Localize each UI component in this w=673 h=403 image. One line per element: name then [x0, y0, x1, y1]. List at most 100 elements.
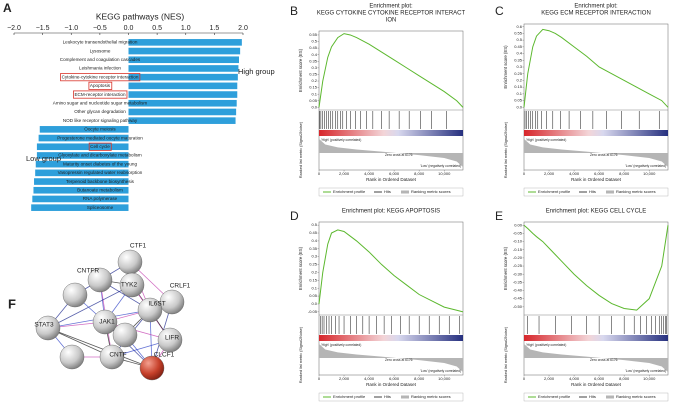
- category-label: Cytokine-cytokine receptor interaction: [62, 74, 139, 79]
- node-label: CNTFR: [77, 268, 99, 275]
- network-edge: [47, 284, 133, 329]
- network-node: [92, 309, 118, 335]
- network-node: [117, 249, 143, 275]
- rank-band: [524, 130, 668, 136]
- y-tick-label: 0.55: [514, 30, 523, 35]
- rank-band: [524, 335, 668, 341]
- metric-area: [524, 138, 668, 168]
- x-tick-label: 2,000: [339, 376, 350, 381]
- y2-axis-label: Ranked list metric (Signal2Noise): [504, 326, 508, 383]
- metric-area: [319, 343, 463, 373]
- x-tick-label: 1.0: [181, 25, 191, 32]
- y-tick-label: 0.3: [311, 65, 317, 70]
- chart-title: ION: [386, 18, 397, 24]
- enrichment-curve: [318, 229, 464, 313]
- y-tick-label: -0.20: [513, 255, 523, 260]
- legend-box: [318, 187, 464, 197]
- chart-title: Enrichment plot:: [369, 4, 413, 10]
- y-axis-label: Enrichment score (ES): [503, 246, 508, 290]
- legend-label: Hits: [384, 394, 391, 399]
- x-tick-label: 4,000: [569, 171, 580, 176]
- y-tick-label: 0.15: [309, 85, 318, 90]
- y-tick-label: 0.1: [311, 285, 317, 290]
- y-tick-label: 0.2: [311, 270, 317, 275]
- category-label: Leukocyte transendothelial migration: [63, 40, 138, 45]
- annotation: Zero cross at 6176: [590, 153, 618, 157]
- bar: [128, 47, 241, 55]
- legend-swatch: [606, 395, 614, 399]
- annotation: 'High' (positively correlated): [526, 138, 566, 142]
- y2-axis-label: Ranked list metric (Signal2Noise): [299, 121, 303, 178]
- y-axis-label: Enrichment score (ES): [298, 246, 303, 290]
- bar: [128, 99, 237, 107]
- legend-label: Ranking metric scores: [411, 189, 451, 194]
- enrichment-curve: [523, 28, 669, 108]
- x-axis-label: Rank in Ordered Dataset: [366, 177, 417, 182]
- y-tick-label: 0.3: [311, 254, 317, 259]
- panel-letter: F: [8, 296, 16, 311]
- x-tick-label: −1.0: [64, 25, 78, 32]
- y-tick-label: -0.15: [513, 247, 523, 252]
- y-tick-label: -0.40: [513, 288, 523, 293]
- y-tick-label: 0.6: [516, 24, 522, 29]
- y-tick-label: 0.05: [514, 98, 523, 103]
- y-tick-label: 0.05: [309, 98, 318, 103]
- category-label: RNA polymerase: [83, 196, 118, 201]
- x-tick-label: 0: [523, 171, 526, 176]
- y-tick-label: -0.50: [513, 304, 523, 309]
- network-node: [139, 355, 165, 381]
- network-node: [87, 267, 113, 293]
- x-tick-label: 10,000: [643, 171, 656, 176]
- legend-label: Enrichment profile: [538, 394, 571, 399]
- chart-title: KEGG pathways (NES): [96, 11, 185, 21]
- annotation: High group: [238, 67, 275, 76]
- network-node: [159, 289, 185, 315]
- y-tick-label: 0.15: [514, 84, 523, 89]
- category-label: Lysosome: [90, 48, 111, 53]
- annotation: Zero cross at 6176: [385, 358, 413, 362]
- legend-swatch: [606, 190, 614, 194]
- x-tick-label: 1.5: [210, 25, 220, 32]
- x-tick-label: −1.5: [36, 25, 50, 32]
- chart-title: KEGG CYTOKINE CYTOKINE RECEPTOR INTERACT: [317, 11, 466, 17]
- annotation: 'Low' (negatively correlated): [420, 369, 461, 373]
- highlight-box: [88, 81, 113, 90]
- network-node: [112, 322, 138, 348]
- category-label: Butanoate metabolism: [77, 187, 123, 192]
- legend-label: Ranking metric scores: [616, 189, 656, 194]
- category-label: Amino sugar and nucleotide sugar metabol…: [53, 100, 148, 105]
- annotation: 'Low' (negatively correlated): [420, 164, 461, 168]
- category-label: Glyoxylate and dicarboxylate metabolism: [58, 153, 142, 158]
- x-tick-label: 2,000: [544, 171, 555, 176]
- annotation: 'High' (positively correlated): [321, 138, 361, 142]
- y-tick-label: 0.15: [309, 277, 318, 282]
- y-tick-label: 0.05: [309, 293, 318, 298]
- category-label: Vasopressin regulated water reabsorption: [58, 170, 143, 175]
- network-node: [62, 282, 88, 308]
- enrichment-curve: [523, 224, 669, 311]
- bar: [128, 39, 242, 46]
- enrichment-curve: [318, 33, 464, 108]
- category-label: Maturity onset diabetes of the young: [63, 161, 138, 166]
- panel-letter: C: [495, 4, 504, 18]
- category-label: Progesterone mediated oocyte maturation: [57, 135, 143, 140]
- category-label: Apoptosis: [90, 83, 111, 88]
- node-label: TYK2: [121, 282, 138, 289]
- legend-label: Ranking metric scores: [616, 394, 656, 399]
- y-axis-label: Enrichment score (ES): [503, 45, 508, 89]
- panel-letter: A: [3, 1, 12, 15]
- y-tick-label: 0.4: [311, 52, 317, 57]
- network-node: [119, 272, 145, 298]
- y2-axis-label: Ranked list metric (Signal2Noise): [504, 121, 508, 178]
- x-tick-label: 2,000: [339, 171, 350, 176]
- x-axis-label: Rank in Ordered Dataset: [366, 382, 417, 387]
- network-node: [59, 344, 85, 370]
- legend-label: Enrichment profile: [333, 189, 366, 194]
- y-tick-label: 0.45: [309, 45, 318, 50]
- x-tick-label: 6,000: [389, 171, 400, 176]
- x-tick-label: 10,000: [438, 376, 451, 381]
- annotation: Zero cross at 6176: [385, 153, 413, 157]
- category-label: ECM-receptor interaction: [74, 92, 126, 97]
- rank-band: [319, 335, 463, 341]
- y-tick-label: 0.1: [311, 91, 317, 96]
